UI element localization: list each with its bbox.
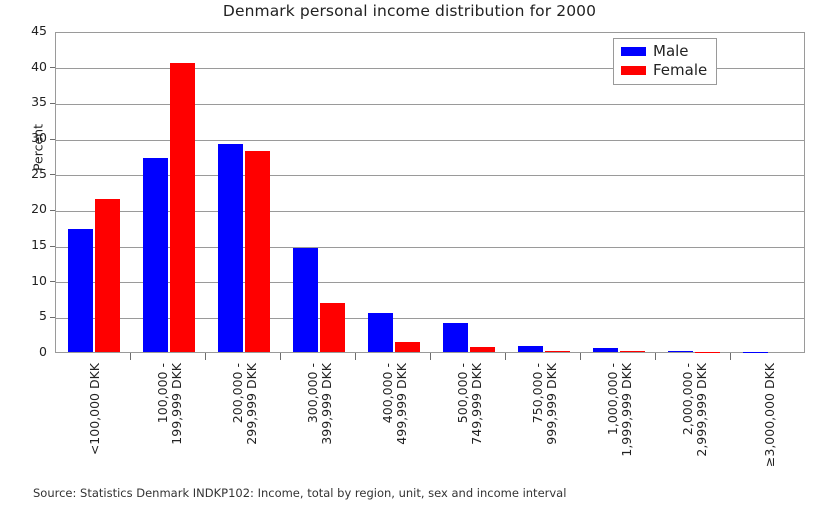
y-tick-label: 15: [31, 237, 47, 252]
x-tick-label: <100,000 DKK: [86, 363, 102, 456]
bar-female-2: [244, 150, 270, 352]
x-tick-label: 749,999 DKK: [468, 363, 484, 445]
plot-area: [55, 32, 805, 353]
x-tick-label: 999,999 DKK: [543, 363, 559, 445]
x-tick-mark: [580, 353, 581, 360]
bar-male-8: [667, 351, 693, 352]
bar-female-4: [394, 342, 420, 352]
x-tick-label: 499,999 DKK: [393, 363, 409, 445]
y-tick-mark: [50, 316, 55, 318]
y-tick-mark: [50, 138, 55, 140]
x-tick-mark: [730, 353, 731, 360]
x-tick-mark: [130, 353, 131, 360]
x-tick-mark: [505, 353, 506, 360]
x-tick-mark: [430, 353, 431, 360]
y-tick-label: 5: [39, 308, 47, 324]
legend-item-male[interactable]: Male: [621, 42, 707, 61]
bar-male-4: [367, 312, 393, 352]
y-tick-mark: [50, 281, 55, 283]
bar-male-5: [442, 322, 468, 352]
legend-item-female[interactable]: Female: [621, 61, 707, 80]
bar-female-1: [169, 63, 195, 352]
y-tick-label: 0: [39, 344, 47, 359]
source-note: Source: Statistics Denmark INDKP102: Inc…: [33, 486, 567, 500]
chart-title: Denmark personal income distribution for…: [222, 2, 597, 20]
bar-male-2: [217, 143, 243, 352]
x-tick-label: 399,999 DKK: [318, 363, 334, 445]
y-tick-label: 40: [31, 58, 47, 74]
gridline: [56, 282, 804, 284]
y-tick-mark: [50, 209, 55, 211]
legend-swatch-icon: [621, 47, 646, 56]
bar-female-6: [544, 350, 570, 352]
legend-label: Female: [653, 61, 708, 79]
bar-male-1: [142, 157, 168, 352]
bar-female-5: [469, 347, 495, 352]
y-tick-label: 10: [31, 272, 47, 288]
legend-label: Male: [653, 42, 689, 60]
gridline: [56, 68, 804, 70]
y-tick-mark: [50, 67, 55, 69]
x-tick-label: 2,999,999 DKK: [693, 363, 709, 457]
bar-male-7: [592, 347, 618, 352]
y-tick-label: 25: [31, 165, 47, 181]
y-tick-mark: [50, 102, 55, 104]
x-tick-mark: [355, 353, 356, 360]
legend-swatch-icon: [621, 66, 646, 75]
x-tick-label: 299,999 DKK: [243, 363, 259, 445]
y-tick-mark: [50, 245, 55, 247]
y-tick-mark: [50, 174, 55, 176]
gridline: [56, 210, 804, 212]
gridline: [56, 246, 804, 248]
y-tick-label: 45: [31, 23, 47, 38]
gridline: [56, 317, 804, 319]
bar-male-0: [67, 228, 93, 352]
gridline: [56, 139, 804, 141]
gridline: [56, 175, 804, 177]
gridline: [56, 103, 804, 105]
bar-male-3: [292, 247, 318, 352]
chart-legend: Male Female: [613, 38, 718, 85]
x-tick-label: 1,999,999 DKK: [618, 363, 634, 457]
bar-female-7: [619, 351, 645, 352]
x-tick-mark: [280, 353, 281, 360]
y-tick-label: 35: [31, 94, 47, 110]
x-tick-mark: [655, 353, 656, 360]
y-tick-label: 20: [31, 201, 47, 217]
y-tick-label: 30: [31, 130, 47, 145]
bar-female-3: [319, 302, 345, 352]
x-tick-label: ≥3,000,000 DKK: [761, 363, 777, 468]
x-tick-mark: [205, 353, 206, 360]
bar-female-0: [94, 198, 120, 352]
bar-male-6: [517, 345, 543, 352]
x-tick-label: 199,999 DKK: [168, 363, 184, 445]
